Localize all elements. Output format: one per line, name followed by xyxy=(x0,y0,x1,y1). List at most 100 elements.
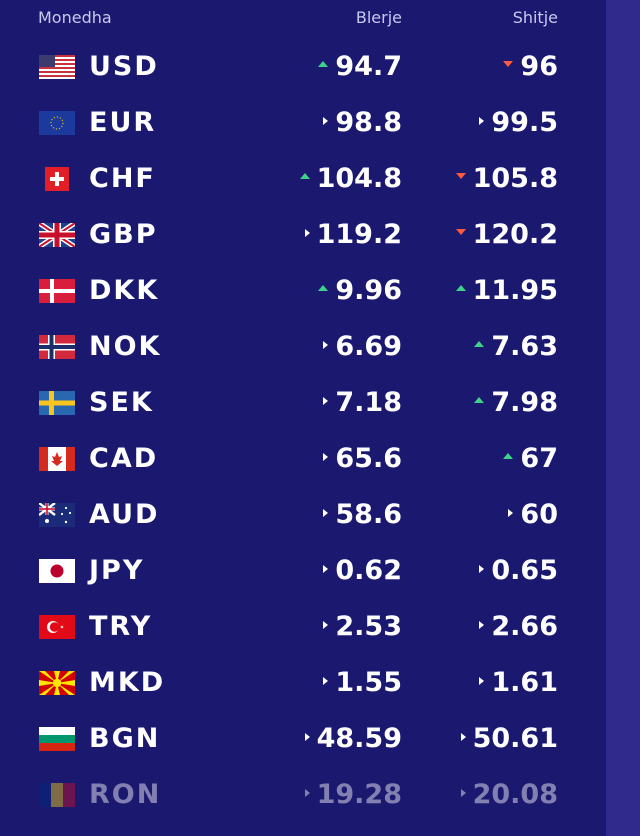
sell-value-text: 20.08 xyxy=(472,779,558,810)
sell-value: 105.8 xyxy=(455,163,558,195)
currency-code: USD xyxy=(89,51,159,82)
sell-value: 11.95 xyxy=(455,275,558,307)
buy-trend-icon xyxy=(323,452,329,461)
currency-code: SEK xyxy=(89,387,154,418)
sell-value-text: 11.95 xyxy=(472,275,558,306)
rate-row-chf: CHF 104.8 105.8 xyxy=(0,151,606,207)
sell-value: 50.61 xyxy=(460,723,558,755)
buy-value-text: 1.55 xyxy=(335,667,402,698)
buy-trend-icon xyxy=(318,60,329,67)
header-sell: Shitje xyxy=(512,8,558,27)
currency-code: TRY xyxy=(89,611,153,642)
sell-value-text: 2.66 xyxy=(491,611,558,642)
rate-row-eur: EUR 98.8 99.5 xyxy=(0,95,606,151)
currency-code: EUR xyxy=(89,107,157,138)
rate-row-try: TRY 2.53 2.66 xyxy=(0,599,606,655)
buy-value: 104.8 xyxy=(299,163,402,195)
buy-value-text: 7.18 xyxy=(335,387,402,418)
rate-row-nok: NOK 6.69 7.63 xyxy=(0,319,606,375)
buy-trend-icon xyxy=(323,116,329,125)
sell-trend-icon xyxy=(479,620,485,629)
sell-trend-icon xyxy=(503,60,514,67)
exchange-rates-panel: Monedha Blerje Shitje USD 94.7 96 EUR 98… xyxy=(0,0,606,823)
buy-value: 2.53 xyxy=(323,611,402,643)
sell-value-text: 105.8 xyxy=(472,163,558,194)
buy-value-text: 58.6 xyxy=(335,499,402,530)
sell-value: 7.98 xyxy=(474,387,558,419)
rate-row-jpy: JPY 0.62 0.65 xyxy=(0,543,606,599)
buy-value-text: 94.7 xyxy=(335,51,402,82)
buy-value: 58.6 xyxy=(323,499,402,531)
buy-value-text: 48.59 xyxy=(316,723,402,754)
sell-trend-icon xyxy=(508,508,514,517)
currency-code: CAD xyxy=(89,443,159,474)
buy-value-text: 119.2 xyxy=(316,219,402,250)
scrollbar[interactable] xyxy=(606,0,640,836)
buy-trend-icon xyxy=(323,620,329,629)
currency-code: BGN xyxy=(89,723,161,754)
currency-code: CHF xyxy=(89,163,156,194)
buy-value: 65.6 xyxy=(323,443,402,475)
sell-trend-icon xyxy=(455,172,466,179)
no-flag-icon xyxy=(39,335,75,359)
buy-trend-icon xyxy=(323,396,329,405)
dk-flag-icon xyxy=(39,279,75,303)
ch-flag-icon xyxy=(45,167,69,191)
ca-flag-icon xyxy=(39,447,75,471)
sell-value-text: 0.65 xyxy=(491,555,558,586)
sell-value: 99.5 xyxy=(479,107,558,139)
gb-flag-icon xyxy=(39,223,75,247)
sell-value: 2.66 xyxy=(479,611,558,643)
sell-value-text: 120.2 xyxy=(472,219,558,250)
sell-value: 120.2 xyxy=(455,219,558,251)
table-header: Monedha Blerje Shitje xyxy=(0,0,606,38)
rate-row-ron: RON 19.28 20.08 xyxy=(0,767,606,823)
buy-value: 119.2 xyxy=(304,219,402,251)
eu-flag-icon xyxy=(39,111,75,135)
buy-value: 98.8 xyxy=(323,107,402,139)
sell-trend-icon xyxy=(474,340,485,347)
buy-value-text: 6.69 xyxy=(335,331,402,362)
sell-trend-icon xyxy=(503,452,514,459)
rate-row-mkd: MKD 1.55 1.61 xyxy=(0,655,606,711)
sell-trend-icon xyxy=(455,284,466,291)
buy-trend-icon xyxy=(299,172,310,179)
buy-value: 94.7 xyxy=(318,51,402,83)
currency-code: DKK xyxy=(89,275,160,306)
sell-value: 67 xyxy=(503,443,558,475)
sell-value-text: 7.98 xyxy=(491,387,558,418)
buy-value-text: 9.96 xyxy=(335,275,402,306)
sell-value: 60 xyxy=(508,499,558,531)
sell-trend-icon xyxy=(460,732,466,741)
sell-value: 20.08 xyxy=(460,779,558,811)
sell-trend-icon xyxy=(479,676,485,685)
sell-trend-icon xyxy=(460,788,466,797)
rate-row-cad: CAD 65.6 67 xyxy=(0,431,606,487)
header-currency: Monedha xyxy=(38,8,112,27)
rate-row-gbp: GBP 119.2 120.2 xyxy=(0,207,606,263)
sell-value-text: 67 xyxy=(520,443,558,474)
bg-flag-icon xyxy=(39,727,75,751)
rate-row-dkk: DKK 9.96 11.95 xyxy=(0,263,606,319)
buy-value-text: 2.53 xyxy=(335,611,402,642)
buy-trend-icon xyxy=(323,508,329,517)
sell-value-text: 96 xyxy=(520,51,558,82)
currency-code: MKD xyxy=(89,667,166,698)
buy-trend-icon xyxy=(304,228,310,237)
buy-value: 48.59 xyxy=(304,723,402,755)
sell-value-text: 50.61 xyxy=(472,723,558,754)
buy-value: 1.55 xyxy=(323,667,402,699)
buy-trend-icon xyxy=(304,788,310,797)
sell-value: 1.61 xyxy=(479,667,558,699)
tr-flag-icon xyxy=(39,615,75,639)
sell-value-text: 99.5 xyxy=(491,107,558,138)
buy-value-text: 104.8 xyxy=(316,163,402,194)
sell-trend-icon xyxy=(455,228,466,235)
buy-value-text: 19.28 xyxy=(316,779,402,810)
sell-value: 96 xyxy=(503,51,558,83)
au-flag-icon xyxy=(39,503,75,527)
buy-value: 9.96 xyxy=(318,275,402,307)
buy-value: 6.69 xyxy=(323,331,402,363)
mk-flag-icon xyxy=(39,671,75,695)
rate-row-bgn: BGN 48.59 50.61 xyxy=(0,711,606,767)
